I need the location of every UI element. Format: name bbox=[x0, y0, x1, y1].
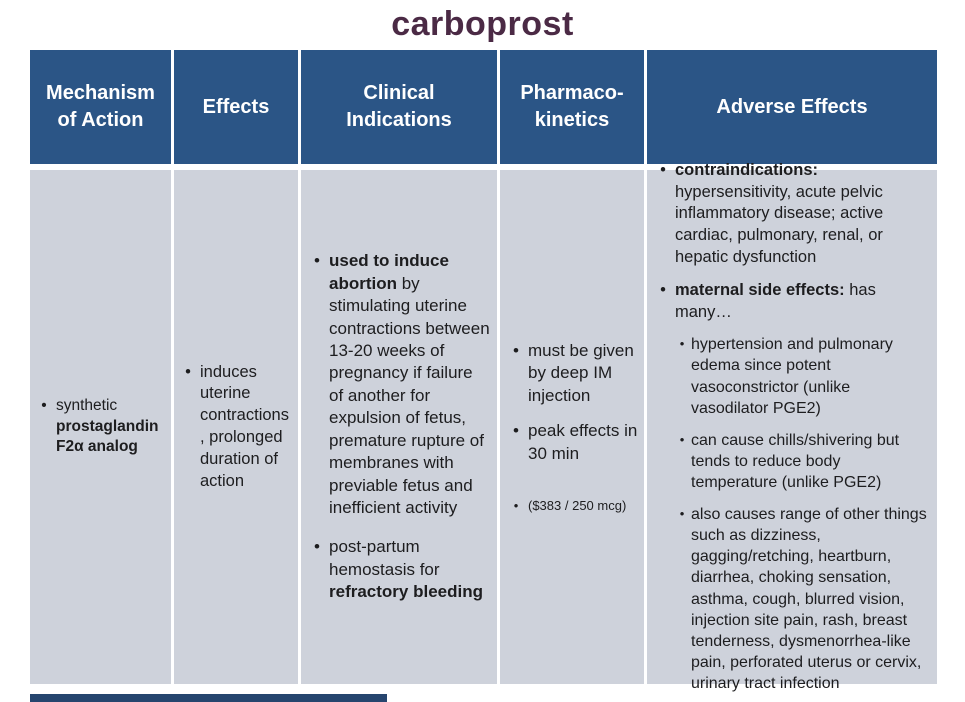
header-clinical-indications: Clinical Indications bbox=[301, 50, 497, 164]
header-mechanism-of-action: Mechanism of Action bbox=[30, 50, 171, 164]
bullet-icon: • bbox=[660, 160, 666, 179]
bullet-item: • peak effects in 30 min bbox=[504, 420, 640, 465]
bullet-icon: • bbox=[314, 537, 320, 557]
bullet-icon: • bbox=[513, 498, 519, 514]
bullet-text: can cause chills/shivering but tends to … bbox=[691, 431, 900, 491]
bullet-text: maternal side effects: has many… bbox=[675, 280, 876, 321]
bullet-text: must be given by deep IM injection bbox=[528, 340, 634, 405]
bullet-item: • induces uterine contractions , prolonge… bbox=[176, 362, 294, 493]
bullet-item: • used to induce abortion by stimulating … bbox=[305, 250, 491, 519]
bullet-text: synthetic prostaglandin F2α analog bbox=[56, 397, 159, 456]
bullet-text: hypertension and pulmonary edema since p… bbox=[691, 336, 893, 417]
bullet-item: • also causes range of other things such … bbox=[673, 504, 929, 694]
header-effects: Effects bbox=[174, 50, 298, 164]
bullet-item: • hypertension and pulmonary edema since … bbox=[673, 334, 929, 418]
bullet-text: induces uterine contractions , prolonged… bbox=[200, 362, 289, 490]
table-header-row: Mechanism of Action Effects Clinical Ind… bbox=[30, 50, 937, 164]
cell-effects: • induces uterine contractions , prolonge… bbox=[174, 170, 298, 684]
bullet-text: contraindications: hypersensitivity, acu… bbox=[675, 160, 884, 267]
bullet-icon: • bbox=[314, 251, 320, 271]
page-title: carboprost bbox=[391, 5, 574, 43]
header-adverse-effects: Adverse Effects bbox=[647, 50, 937, 164]
bullet-text: also causes range of other things such a… bbox=[691, 506, 927, 692]
bullet-icon: • bbox=[513, 340, 519, 360]
bullet-text: post-partum hemostasis for refractory bl… bbox=[329, 537, 483, 602]
bullet-item: • synthetic prostaglandin F2α analog bbox=[32, 396, 165, 457]
bullet-icon: • bbox=[660, 280, 666, 299]
bullet-item: • post-partum hemostasis for refractory b… bbox=[305, 536, 491, 603]
bullet-text: used to induce abortion by stimulating u… bbox=[329, 251, 490, 518]
bullet-icon: • bbox=[679, 431, 685, 447]
bullet-icon: • bbox=[41, 397, 47, 415]
cell-clinical-indications: • used to induce abortion by stimulating … bbox=[301, 170, 497, 684]
bullet-text: peak effects in 30 min bbox=[528, 421, 638, 463]
bullet-item: • can cause chills/shivering but tends to… bbox=[673, 430, 929, 493]
bullet-item: • must be given by deep IM injection bbox=[504, 340, 640, 407]
bullet-text: ($383 / 250 mcg) bbox=[528, 498, 627, 514]
drug-table: Mechanism of Action Effects Clinical Ind… bbox=[30, 50, 937, 692]
bottom-accent-bar bbox=[30, 694, 387, 702]
cell-adverse-effects: • contraindications: hypersensitivity, ac… bbox=[647, 161, 937, 692]
bullet-icon: • bbox=[185, 362, 191, 381]
header-pharmacokinetics: Pharmaco- kinetics bbox=[500, 50, 644, 164]
bullet-icon: • bbox=[679, 336, 685, 352]
bullet-item: • maternal side effects: has many… bbox=[651, 280, 929, 324]
bullet-icon: • bbox=[513, 421, 519, 441]
bullet-item: • contraindications: hypersensitivity, ac… bbox=[651, 160, 929, 269]
table-body-row: • synthetic prostaglandin F2α analog • ind… bbox=[30, 161, 937, 692]
bullet-item: • ($383 / 250 mcg) bbox=[504, 497, 640, 514]
cell-mechanism-of-action: • synthetic prostaglandin F2α analog bbox=[30, 170, 171, 684]
cell-pharmacokinetics: • must be given by deep IM injection • peak… bbox=[500, 170, 644, 684]
bullet-icon: • bbox=[679, 506, 685, 522]
